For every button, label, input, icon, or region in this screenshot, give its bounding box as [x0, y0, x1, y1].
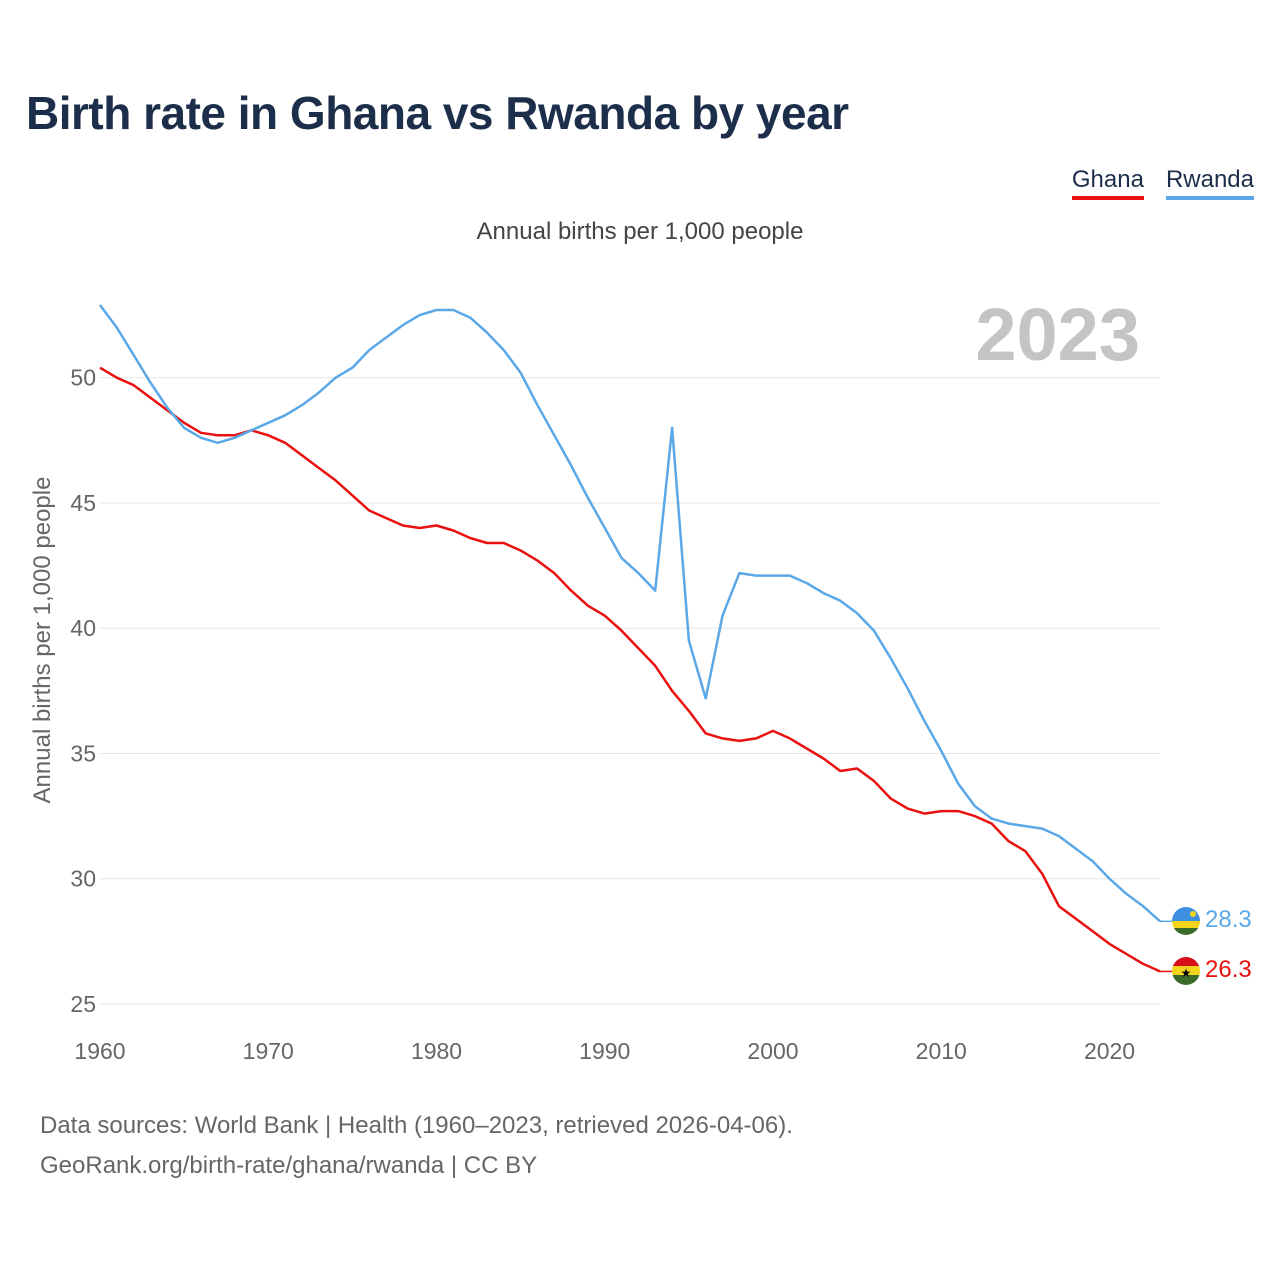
x-axis-ticks: 1960 1970 1980 1990 2000 2010 2020 [74, 1038, 1135, 1064]
x-tick-1960: 1960 [74, 1038, 125, 1064]
series-line-ghana[interactable] [99, 366, 1161, 973]
source-line-2[interactable]: GeoRank.org/birth-rate/ghana/rwanda | CC… [40, 1152, 538, 1179]
legend: Ghana Rwanda [1071, 166, 1254, 200]
y-tick-30: 30 [70, 866, 96, 892]
gridlines [100, 377, 1160, 1005]
x-tick-1980: 1980 [411, 1038, 462, 1064]
y-tick-35: 35 [70, 740, 96, 766]
rwanda-flag-icon [1172, 907, 1200, 935]
chart-subtitle: Annual births per 1,000 people [476, 218, 804, 245]
ghana-flag-icon: ★ [1172, 957, 1200, 985]
year-label: 2023 [975, 293, 1140, 376]
y-axis-ticks: 25 30 35 40 45 50 [70, 365, 96, 1017]
svg-text:★: ★ [1181, 966, 1192, 980]
ghana-end-value: 26.3 [1205, 956, 1252, 983]
source-note: Data sources: World Bank | Health (1960–… [40, 1106, 793, 1186]
source-line-1: Data sources: World Bank | Health (1960–… [40, 1112, 793, 1139]
x-tick-2010: 2010 [916, 1038, 967, 1064]
y-tick-50: 50 [70, 365, 96, 391]
end-markers: ★ 28.3 26.3 [1172, 906, 1252, 985]
legend-item-rwanda[interactable]: Rwanda [1165, 166, 1254, 200]
series-lines [98, 304, 1172, 973]
x-tick-2020: 2020 [1084, 1038, 1135, 1064]
legend-item-ghana[interactable]: Ghana [1071, 166, 1144, 200]
rwanda-end-value: 28.3 [1205, 906, 1252, 933]
y-tick-25: 25 [70, 991, 96, 1017]
x-tick-1970: 1970 [243, 1038, 294, 1064]
x-tick-2000: 2000 [747, 1038, 798, 1064]
series-line-rwanda[interactable] [98, 304, 1161, 923]
y-axis-label: Annual births per 1,000 people [29, 477, 56, 804]
y-tick-40: 40 [70, 615, 96, 641]
x-tick-1990: 1990 [579, 1038, 630, 1064]
chart-title: Birth rate in Ghana vs Rwanda by year [26, 87, 849, 139]
y-tick-45: 45 [70, 490, 96, 516]
chart-area: 25 30 35 40 45 50 1960 1970 1980 1990 2000 2010 202… [29, 293, 1252, 1064]
